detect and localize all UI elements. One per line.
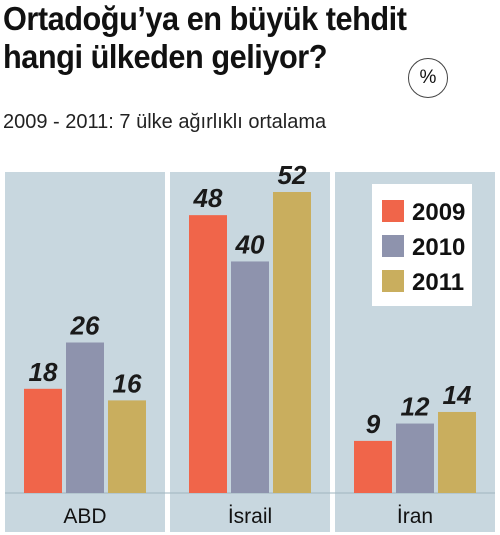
data-label: 26 [70, 311, 100, 341]
data-label: 40 [235, 229, 265, 259]
legend-label: 2010 [412, 234, 465, 261]
legend-label: 2009 [412, 199, 465, 226]
legend-label: 2011 [412, 269, 464, 296]
bar-2010-2 [396, 423, 434, 493]
category-label: İran [397, 505, 433, 528]
bar-2011-0 [108, 400, 146, 493]
data-label: 12 [401, 392, 430, 422]
unit-badge: % [408, 58, 448, 98]
data-label: 16 [113, 368, 142, 398]
bar-2009-0 [24, 388, 62, 493]
bar-2011-2 [438, 411, 476, 493]
data-label: 9 [366, 409, 381, 439]
data-label: 48 [193, 183, 223, 213]
legend-swatch-2010 [382, 235, 404, 257]
category-label: İsrail [228, 505, 272, 528]
chart-title-line-1: Ortadoğu’ya en büyük tehdit [3, 0, 407, 37]
category-label: ABD [63, 505, 106, 528]
data-label: 18 [29, 357, 58, 387]
data-label: 14 [443, 380, 472, 410]
legend-swatch-2009 [382, 200, 404, 222]
legend-swatch-2011 [382, 270, 404, 292]
bar-2010-0 [66, 342, 104, 493]
data-label: 52 [278, 160, 307, 190]
bar-2009-2 [354, 440, 392, 493]
bar-2009-1 [189, 215, 227, 493]
bar-2011-1 [273, 192, 311, 493]
chart-title: Ortadoğu’ya en büyük tehdit hangi ülkede… [3, 0, 497, 76]
bar-2010-1 [231, 261, 269, 493]
chart-subtitle: 2009 - 2011: 7 ülke ağırlıklı ortalama [3, 111, 327, 133]
chart-title-line-2: hangi ülkeden geliyor? [3, 38, 328, 75]
